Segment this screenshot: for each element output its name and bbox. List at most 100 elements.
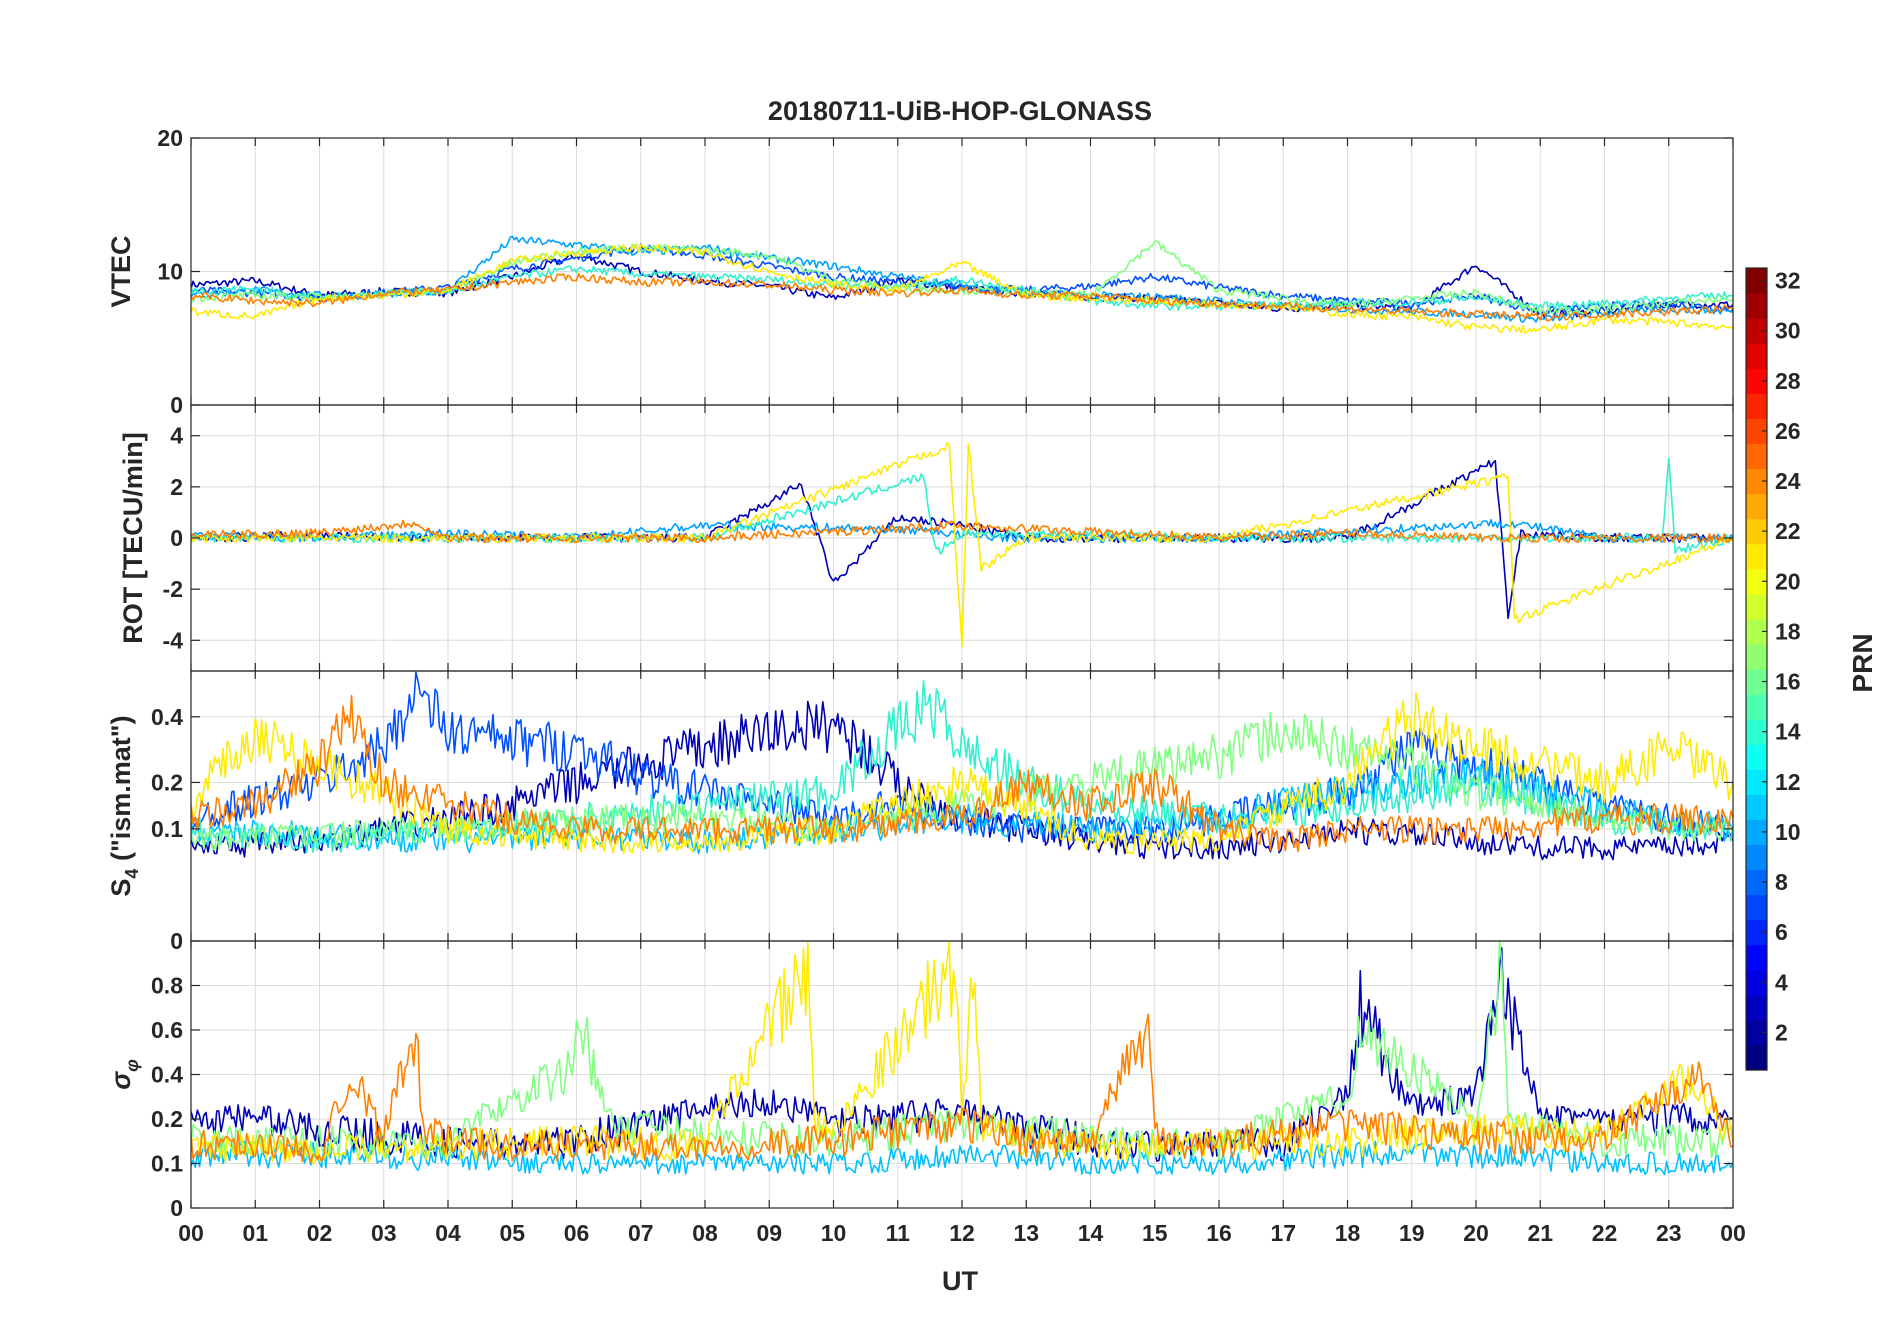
colorbar-bin xyxy=(1746,944,1767,971)
colorbar-tick-label: 6 xyxy=(1775,919,1788,945)
rot-panel: -4 -2 0 2 4 ROT [TECU/min] xyxy=(118,404,1734,672)
colorbar-bin xyxy=(1746,694,1767,720)
rot-series-prn-23 xyxy=(191,519,1733,544)
s4-y-axis-label: S4 ("ism.mat") xyxy=(106,715,142,896)
sigma_phi-y-tick-label: 0.1 xyxy=(151,1151,183,1177)
s4-y-tick-label: 0 xyxy=(170,928,183,954)
sigma_phi-y-axis-label: σφ xyxy=(106,1059,142,1090)
x-tick-label: 08 xyxy=(692,1220,718,1246)
colorbar-bin xyxy=(1746,318,1767,344)
rot-y-axis-label: ROT [TECU/min] xyxy=(118,432,148,643)
colorbar-tick-label: 20 xyxy=(1775,568,1801,594)
x-tick-label: 17 xyxy=(1270,1220,1296,1246)
colorbar-bin xyxy=(1746,418,1767,445)
colorbar-bin xyxy=(1746,568,1767,595)
colorbar-bin xyxy=(1746,1044,1767,1071)
x-tick-label: 19 xyxy=(1399,1220,1425,1246)
colorbar-tick-label: 16 xyxy=(1775,669,1801,695)
vtec-y-axis-label: VTEC xyxy=(106,235,136,307)
colorbar-tick-label: 4 xyxy=(1775,969,1788,995)
x-tick-label: 09 xyxy=(756,1220,782,1246)
colorbar-bin xyxy=(1746,744,1767,770)
colorbar-bin xyxy=(1746,969,1767,996)
colorbar-bin xyxy=(1746,894,1767,921)
s4-panel: 0 0.1 0.2 0.4 S4 ("ism.mat") xyxy=(106,670,1734,954)
colorbar-bin xyxy=(1746,844,1767,871)
colorbar-bin xyxy=(1746,919,1767,946)
s4-y-tick-label: 0.4 xyxy=(151,704,183,730)
colorbar-bin xyxy=(1746,268,1767,294)
rot-y-tick-label: 2 xyxy=(170,474,183,500)
x-tick-label: 14 xyxy=(1078,1220,1104,1246)
rot-series xyxy=(191,441,1733,648)
rot-y-tick-label: -2 xyxy=(163,576,183,602)
x-tick-label: 07 xyxy=(628,1220,654,1246)
colorbar-bin xyxy=(1746,368,1767,394)
x-tick-label: 00 xyxy=(178,1220,204,1246)
x-tick-label: 22 xyxy=(1592,1220,1618,1246)
colorbar-bin xyxy=(1746,493,1767,520)
x-tick-label: 05 xyxy=(499,1220,525,1246)
chart-title: 20180711-UiB-HOP-GLONASS xyxy=(768,96,1152,126)
sigma_phi-y-tick-label: 0 xyxy=(170,1195,183,1221)
colorbar-bin xyxy=(1746,618,1767,645)
colorbar-tick-label: 22 xyxy=(1775,518,1801,544)
colorbar-bin xyxy=(1746,293,1767,319)
sigma_phi-series xyxy=(191,941,1733,1176)
vtec-y-tick-label: 10 xyxy=(157,259,183,285)
x-tick-label: 23 xyxy=(1656,1220,1682,1246)
colorbar-bin xyxy=(1746,343,1767,369)
colorbar-tick-label: 30 xyxy=(1775,318,1801,344)
vtec-y-tick-label: 0 xyxy=(170,392,183,418)
colorbar-tick-label: 32 xyxy=(1775,268,1801,294)
colorbar-tick-label: 26 xyxy=(1775,418,1801,444)
colorbar-label: PRN xyxy=(1847,633,1878,692)
colorbar-tick-label: 24 xyxy=(1775,468,1801,494)
x-axis-label: UT xyxy=(942,1266,978,1296)
colorbar-bin xyxy=(1746,819,1767,846)
s4-y-tick-label: 0.2 xyxy=(151,769,183,795)
s4-series-prn-14 xyxy=(191,679,1733,854)
colorbar-bin xyxy=(1746,643,1767,670)
colorbar-bin xyxy=(1746,794,1767,820)
colorbar-bin xyxy=(1746,769,1767,795)
x-tick-label: 21 xyxy=(1527,1220,1553,1246)
s4-series-prn-20 xyxy=(191,692,1733,855)
x-tick-label: 18 xyxy=(1335,1220,1361,1246)
colorbar-bin xyxy=(1746,593,1767,620)
x-tick-label: 02 xyxy=(307,1220,333,1246)
colorbar-bin xyxy=(1746,443,1767,470)
sigma_phi-series-prn-11 xyxy=(191,1140,1733,1176)
vtec-series-prn-17 xyxy=(191,240,1733,316)
x-tick-label: 15 xyxy=(1142,1220,1168,1246)
s4-y-tick-label: 0.1 xyxy=(151,816,183,842)
colorbar-tick-label: 2 xyxy=(1775,1019,1788,1045)
vtec-series xyxy=(191,235,1733,335)
colorbar-frame xyxy=(1745,267,1768,1071)
colorbar-bin xyxy=(1746,669,1767,695)
rot-y-tick-label: 4 xyxy=(170,423,183,449)
vtec-series-prn-20 xyxy=(191,243,1733,335)
x-tick-label: 04 xyxy=(435,1220,461,1246)
vtec-grid xyxy=(191,138,1733,405)
s4-series-prn-23 xyxy=(191,694,1733,853)
colorbar-bin xyxy=(1746,1019,1767,1046)
colorbar-bin xyxy=(1746,719,1767,745)
colorbar-tick-label: 8 xyxy=(1775,869,1788,895)
s4-series xyxy=(191,671,1733,861)
x-tick-label: 11 xyxy=(886,1220,911,1246)
colorbar-bin xyxy=(1746,518,1767,545)
x-tick-label: 00 xyxy=(1720,1220,1746,1246)
sigma_phi-series-prn-23 xyxy=(191,1013,1733,1163)
sigma_phi-y-tick-label: 0.8 xyxy=(151,973,183,999)
colorbar-bin xyxy=(1746,468,1767,495)
vtec-series-prn-14 xyxy=(191,265,1733,312)
sigma_phi-y-tick-label: 0.2 xyxy=(151,1106,183,1132)
x-tick-label: 16 xyxy=(1206,1220,1232,1246)
sigma-phi-panel: 0 0.1 0.2 0.4 0.6 0.8 σφ 00 01 02 03 04 05 06 07 08 09 10… xyxy=(106,940,1746,1246)
x-tick-label: 03 xyxy=(371,1220,397,1246)
colorbar-tick-label: 28 xyxy=(1775,368,1801,394)
sigma_phi-y-tick-label: 0.4 xyxy=(151,1062,183,1088)
colorbar-tick-label: 18 xyxy=(1775,618,1801,644)
